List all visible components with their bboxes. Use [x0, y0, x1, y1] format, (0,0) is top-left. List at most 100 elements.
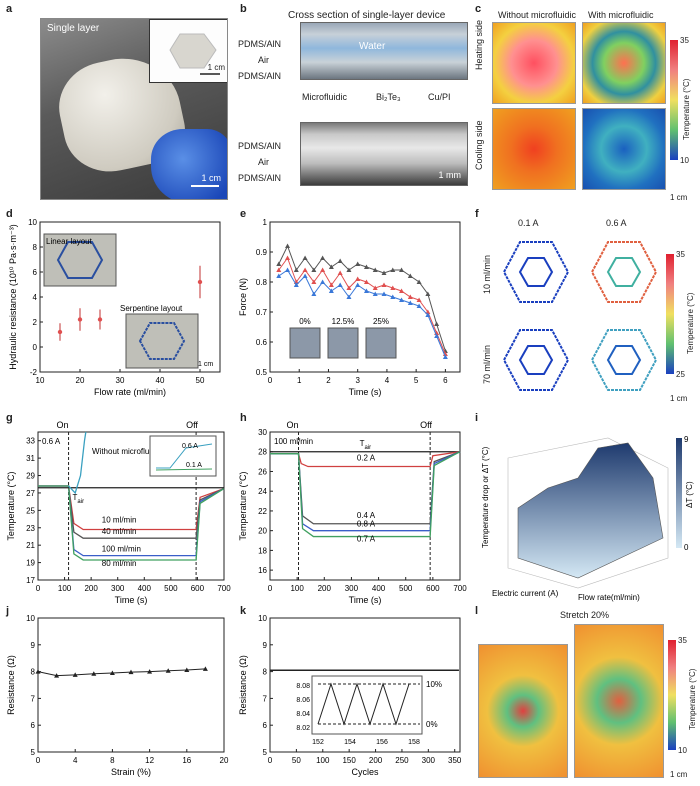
b-label-pdms-bot: PDMS/AlN: [238, 141, 282, 151]
h-line-label: 0.7 A: [357, 535, 376, 544]
data-point: [197, 279, 203, 285]
series-marker: [355, 261, 361, 266]
y-tick-label: 26: [258, 467, 267, 476]
series-marker: [109, 670, 115, 675]
plot-frame: [269, 221, 461, 373]
y-tick-label: 33: [26, 437, 35, 446]
panel-l: Stretch 20% 35 10 Temperature (°C) 1 cm: [478, 610, 698, 786]
plot-frame: [37, 617, 225, 753]
series-marker: [363, 264, 369, 269]
glove-shape: [151, 129, 227, 199]
y-tick-label: 22: [258, 507, 267, 516]
y-axis-label: Force (N): [238, 278, 248, 316]
series-marker: [363, 288, 369, 293]
axes-box: [507, 437, 669, 589]
x-tick-label: 500: [164, 584, 178, 593]
inset-serpentine-hex: [138, 322, 186, 360]
k-inset-xtick: 156: [376, 739, 388, 746]
series-marker: [416, 303, 422, 308]
k-inset-xtick: 152: [312, 739, 324, 746]
x-tick-label: 400: [372, 584, 386, 593]
y-tick-label: 5: [263, 748, 268, 757]
series-marker: [302, 255, 308, 260]
y-tick-label: 4: [33, 293, 38, 302]
x-tick-label: 250: [395, 756, 409, 765]
g-line-label: 10 ml/min: [102, 516, 137, 525]
i-xlabel: Electric current (A): [492, 589, 559, 598]
series-marker: [72, 672, 78, 677]
h-line-label: 0.4 A: [357, 511, 376, 520]
series-marker: [320, 267, 326, 272]
g-inset-a: 0.6 A: [182, 443, 198, 450]
c-col2: With microfluidic: [588, 10, 654, 20]
panel-i: Flow rate(ml/min) Electric current (A) T…: [478, 418, 698, 608]
x-tick-label: 50: [196, 376, 205, 385]
g-off: Off: [186, 420, 198, 430]
series-marker: [276, 267, 282, 272]
x-tick-label: 0: [36, 756, 41, 765]
series-marker: [425, 309, 431, 314]
inset-linear-label: Linear layout: [46, 237, 93, 246]
y-tick-label: 28: [258, 448, 267, 457]
panel-b-title: Cross section of single-layer device: [288, 10, 446, 21]
h-flow: 100 ml/min: [274, 437, 313, 446]
chart-k: 0 50 100 150 200 250 300 350 5 6 7 8 9 10 Cycles Resist…: [238, 614, 462, 777]
cbar-l-label: Temperature (°C): [688, 668, 697, 730]
e-inset-label: 0%: [299, 317, 311, 326]
series-marker: [372, 285, 378, 290]
g-tair-sub: air: [77, 499, 84, 505]
panel-label-f: f: [475, 208, 479, 220]
series-marker: [381, 270, 387, 275]
cbar-i-max: 9: [684, 435, 689, 444]
data-point: [97, 317, 103, 322]
series-marker: [407, 273, 413, 278]
f-col1: 0.1 A: [518, 218, 539, 228]
scale-text-a: 1 cm: [201, 173, 221, 183]
k-inset-ytick: 8.04: [296, 711, 310, 718]
f-hexagons: [502, 241, 658, 391]
inset-hexagon: [169, 33, 220, 75]
y-tick-label: 16: [258, 566, 267, 575]
panel-f: 0.1 A 0.6 A 10 ml/min 70 ml/min 35 25 Te…: [478, 214, 698, 410]
x-tick-label: 3: [355, 376, 360, 385]
x-tick-label: 500: [399, 584, 413, 593]
scale-bar-a: [191, 185, 219, 187]
y-tick-label: 0: [33, 343, 38, 352]
series-marker: [285, 267, 291, 272]
plot-frame: [269, 617, 461, 753]
x-tick-label: 10: [36, 376, 45, 385]
x-tick-label: 0: [268, 376, 273, 385]
series-marker: [184, 667, 190, 672]
panel-label-c: c: [475, 3, 482, 15]
colorbar-f: [666, 254, 674, 374]
y-tick-label: 0.6: [256, 338, 268, 347]
y-tick-label: 25: [26, 506, 35, 515]
series-marker: [434, 333, 440, 338]
thermal-l-unstretched: [478, 644, 568, 778]
y-axis-label: Temperature (°C): [238, 471, 248, 540]
y-tick-label: 5: [31, 748, 36, 757]
b-label-microfluidic: Microfluidic: [302, 92, 348, 102]
k-inset-0: 0%: [426, 720, 438, 729]
colorbar-l: [668, 640, 676, 750]
series-marker: [337, 270, 343, 275]
x-tick-label: 300: [422, 756, 436, 765]
series-marker: [320, 279, 326, 284]
g-inset-line-a: [156, 443, 213, 469]
y-tick-label: 30: [258, 428, 267, 437]
series-marker: [416, 297, 422, 302]
series-marker: [416, 279, 422, 284]
x-tick-label: 700: [217, 584, 231, 593]
series-marker: [320, 255, 326, 260]
x-tick-label: 100: [316, 756, 330, 765]
hex-f4: [590, 329, 658, 391]
k-inset-xtick: 158: [408, 739, 420, 746]
k-inset-xtick: 154: [344, 739, 356, 746]
surface: [517, 442, 664, 579]
y-tick-label: 10: [258, 614, 267, 623]
b-label-air-bot: Air: [258, 157, 269, 167]
b-label-pdms-top2: PDMS/AlN: [238, 71, 282, 81]
e-inset-label: 12.5%: [332, 317, 355, 326]
series-marker: [399, 267, 405, 272]
y-tick-label: 8: [33, 243, 38, 252]
